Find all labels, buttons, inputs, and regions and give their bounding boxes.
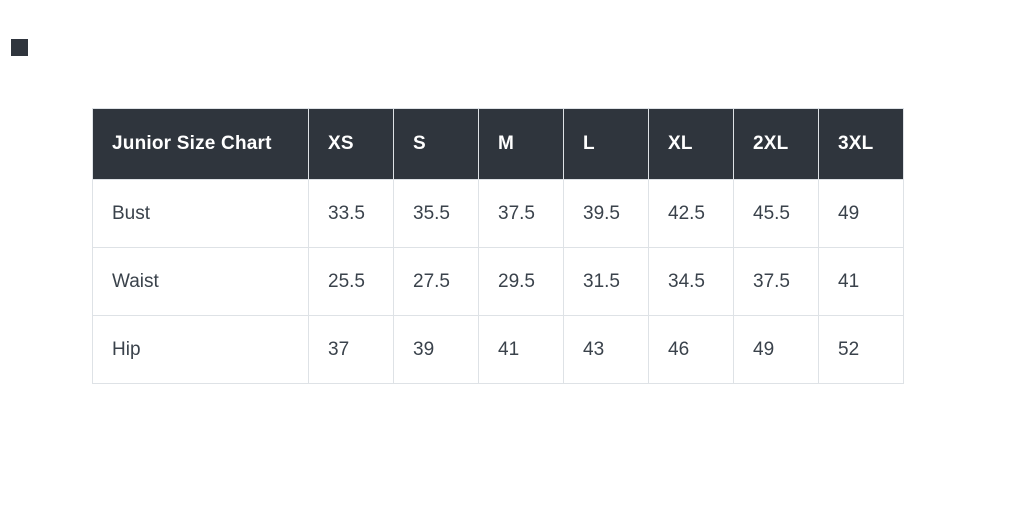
size-value-cell: 29.5 bbox=[478, 247, 564, 316]
size-value-cell: 39.5 bbox=[563, 179, 649, 248]
size-value-cell: 49 bbox=[733, 315, 819, 384]
size-value-cell: 37.5 bbox=[478, 179, 564, 248]
size-value-cell: 52 bbox=[818, 315, 904, 384]
size-value-cell: 34.5 bbox=[648, 247, 734, 316]
measurement-label-cell: Waist bbox=[92, 247, 309, 316]
size-value-cell: 41 bbox=[818, 247, 904, 316]
size-column-header-s: S bbox=[393, 108, 479, 180]
size-value-cell: 27.5 bbox=[393, 247, 479, 316]
size-value-cell: 45.5 bbox=[733, 179, 819, 248]
size-value-cell: 49 bbox=[818, 179, 904, 248]
size-value-cell: 25.5 bbox=[308, 247, 394, 316]
size-value-cell: 39 bbox=[393, 315, 479, 384]
size-value-cell: 42.5 bbox=[648, 179, 734, 248]
size-column-header-m: M bbox=[478, 108, 564, 180]
measurement-label-cell: Hip bbox=[92, 315, 309, 384]
size-column-header-xs: XS bbox=[308, 108, 394, 180]
size-value-cell: 31.5 bbox=[563, 247, 649, 316]
junior-size-chart-table: Junior Size Chart XS S M L XL 2XL 3XL Bu… bbox=[92, 108, 904, 384]
size-column-header-xl: XL bbox=[648, 108, 734, 180]
size-value-cell: 37.5 bbox=[733, 247, 819, 316]
table-row-waist: Waist 25.5 27.5 29.5 31.5 34.5 37.5 41 bbox=[92, 247, 904, 316]
size-value-cell: 41 bbox=[478, 315, 564, 384]
table-title-cell: Junior Size Chart bbox=[92, 108, 309, 180]
size-value-cell: 46 bbox=[648, 315, 734, 384]
size-column-header-l: L bbox=[563, 108, 649, 180]
size-value-cell: 35.5 bbox=[393, 179, 479, 248]
header-row: Junior Size Chart XS S M L XL 2XL 3XL bbox=[92, 108, 904, 180]
size-column-header-2xl: 2XL bbox=[733, 108, 819, 180]
corner-square-decoration bbox=[11, 39, 28, 56]
measurement-label-cell: Bust bbox=[92, 179, 309, 248]
size-column-header-3xl: 3XL bbox=[818, 108, 904, 180]
table-row-bust: Bust 33.5 35.5 37.5 39.5 42.5 45.5 49 bbox=[92, 179, 904, 248]
size-value-cell: 37 bbox=[308, 315, 394, 384]
table-row-hip: Hip 37 39 41 43 46 49 52 bbox=[92, 315, 904, 384]
size-value-cell: 33.5 bbox=[308, 179, 394, 248]
size-value-cell: 43 bbox=[563, 315, 649, 384]
